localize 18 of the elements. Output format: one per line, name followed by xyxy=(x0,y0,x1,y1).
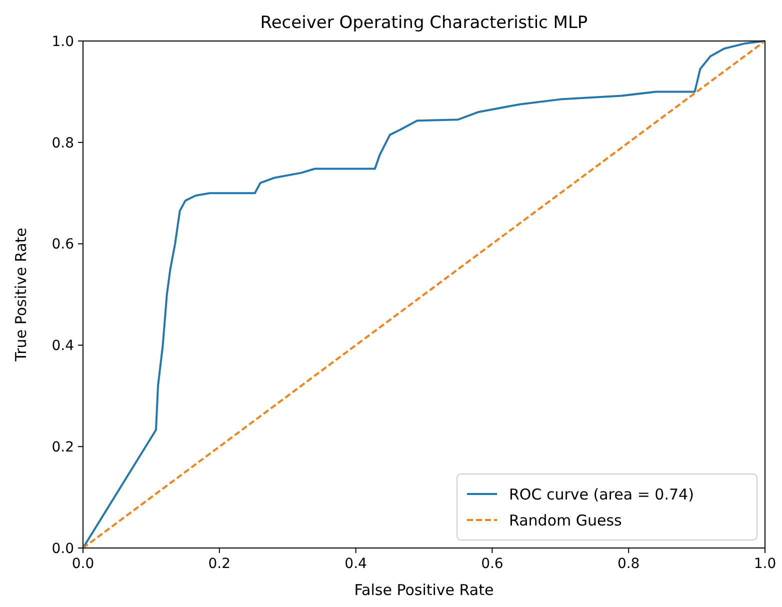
y-axis-title: True Positive Rate xyxy=(12,228,30,362)
y-tick-label: 0.6 xyxy=(52,236,74,253)
x-tick-label: 0.4 xyxy=(344,556,368,572)
x-tick-label: 0.2 xyxy=(208,556,231,572)
x-axis-title: False Positive Rate xyxy=(354,581,494,599)
x-tick-label: 0.8 xyxy=(617,556,640,572)
x-tick-label: 1.0 xyxy=(754,556,776,572)
x-tick-label: 0.0 xyxy=(72,556,94,572)
y-tick-label: 0.0 xyxy=(52,540,74,557)
y-tick-label: 0.4 xyxy=(52,338,74,354)
legend-label: Random Guess xyxy=(509,511,622,530)
y-tick-label: 0.2 xyxy=(52,440,74,456)
y-tick-label: 0.8 xyxy=(52,135,74,152)
legend-label: ROC curve (area = 0.74) xyxy=(509,485,694,504)
x-tick-label: 0.6 xyxy=(481,556,504,572)
chart-title: Receiver Operating Characteristic MLP xyxy=(260,13,588,33)
y-tick-label: 1.0 xyxy=(52,34,74,50)
line-series xyxy=(82,40,766,549)
